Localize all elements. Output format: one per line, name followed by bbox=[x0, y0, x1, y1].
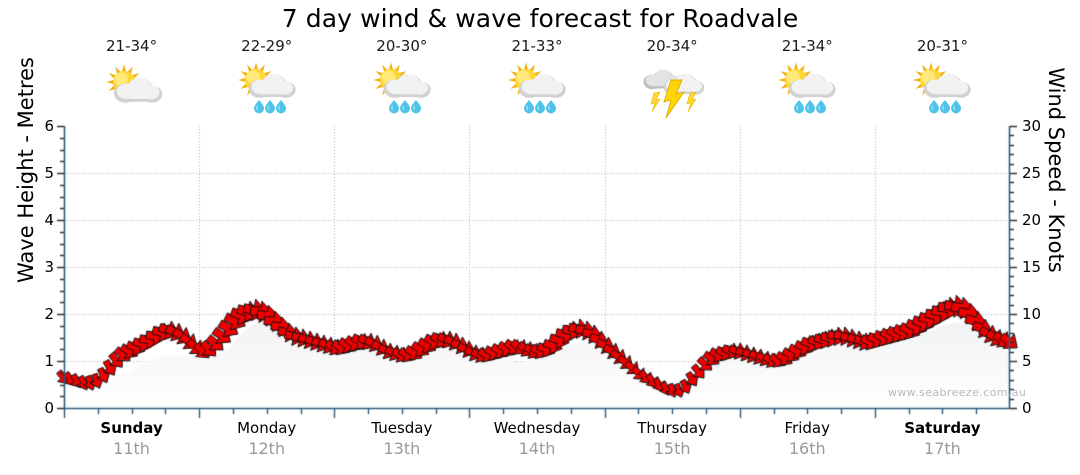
left-axis-tick-2: 2 bbox=[44, 305, 54, 323]
day-date-label: 11th bbox=[113, 439, 150, 458]
day-footer-saturday: Saturday 17th bbox=[875, 418, 1010, 470]
right-axis-title: Wind Speed - Knots bbox=[1044, 67, 1068, 273]
day-name-label: Wednesday bbox=[493, 419, 581, 437]
watermark-label: www.seabreeze.com.au bbox=[888, 386, 1027, 399]
right-axis-tick-0: 0 bbox=[1022, 399, 1032, 417]
day-name-label: Monday bbox=[237, 419, 297, 437]
day-footer-strip: Sunday 11th Monday 12th Tuesday 13th Wednesday… bbox=[64, 418, 1010, 470]
day-footer-monday: Monday 12th bbox=[199, 418, 334, 470]
right-axis-tick-30: 30 bbox=[1022, 117, 1042, 135]
day-date-label: 12th bbox=[248, 439, 286, 458]
day-date-label: 16th bbox=[788, 439, 826, 458]
left-axis-title: Wave Height - Metres bbox=[14, 57, 38, 283]
day-footer-wednesday: Wednesday 14th bbox=[469, 418, 604, 470]
left-axis-tick-1: 1 bbox=[44, 352, 54, 370]
right-axis-tick-15: 15 bbox=[1022, 258, 1042, 276]
day-date-label: 13th bbox=[383, 439, 421, 458]
left-axis-tick-0: 0 bbox=[44, 399, 54, 417]
right-axis-tick-10: 10 bbox=[1022, 305, 1042, 323]
day-footer-tuesday: Tuesday 13th bbox=[334, 418, 469, 470]
right-axis-tick-5: 5 bbox=[1022, 352, 1032, 370]
left-axis-tick-6: 6 bbox=[44, 117, 54, 135]
left-axis-tick-4: 4 bbox=[44, 211, 54, 229]
left-axis-tick-5: 5 bbox=[44, 164, 54, 182]
day-footer-thursday: Thursday 15th bbox=[605, 418, 740, 470]
day-footer-friday: Friday 16th bbox=[740, 418, 875, 470]
day-footer-sunday: Sunday 11th bbox=[64, 418, 199, 470]
left-axis-tick-3: 3 bbox=[44, 258, 54, 276]
day-name-label: Sunday bbox=[100, 419, 163, 437]
day-name-label: Tuesday bbox=[371, 419, 433, 437]
day-name-label: Friday bbox=[784, 419, 830, 437]
day-date-label: 15th bbox=[653, 439, 691, 458]
right-axis-tick-25: 25 bbox=[1022, 164, 1042, 182]
right-axis-tick-20: 20 bbox=[1022, 211, 1042, 229]
day-name-label: Saturday bbox=[904, 419, 981, 437]
day-date-label: 17th bbox=[924, 439, 961, 458]
day-name-label: Thursday bbox=[637, 419, 707, 437]
day-date-label: 14th bbox=[518, 439, 556, 458]
